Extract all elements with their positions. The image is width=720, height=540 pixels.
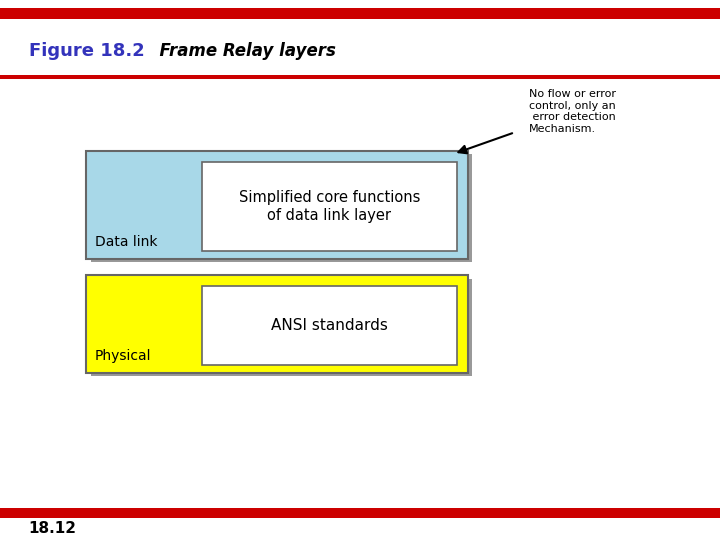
Bar [91, 279, 472, 376]
Text: Figure 18.2: Figure 18.2 [29, 42, 145, 60]
Bar [86, 151, 468, 259]
Text: 18.12: 18.12 [29, 521, 77, 536]
Bar [86, 275, 468, 373]
FancyBboxPatch shape [0, 75, 720, 79]
Text: No flow or error
control, only an
 error detection
Mechanism.: No flow or error control, only an error … [529, 89, 616, 134]
Text: Physical: Physical [95, 349, 151, 363]
Text: ANSI standards: ANSI standards [271, 318, 388, 333]
Bar [202, 162, 457, 251]
Text: Frame Relay layers: Frame Relay layers [148, 42, 336, 60]
FancyBboxPatch shape [0, 8, 720, 19]
Bar [91, 154, 472, 262]
Text: Simplified core functions
of data link layer: Simplified core functions of data link l… [239, 190, 420, 222]
FancyBboxPatch shape [0, 508, 720, 518]
Text: Data link: Data link [95, 235, 158, 249]
Bar [202, 286, 457, 364]
